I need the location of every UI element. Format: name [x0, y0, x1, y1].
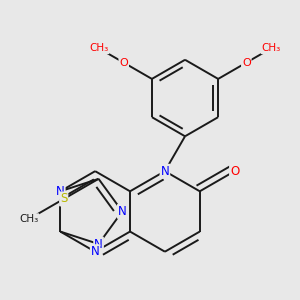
Text: S: S — [60, 193, 68, 206]
Text: CH₃: CH₃ — [262, 43, 281, 53]
Text: N: N — [91, 245, 100, 258]
Text: CH₃: CH₃ — [19, 214, 38, 224]
Text: O: O — [242, 58, 251, 68]
Text: N: N — [160, 165, 169, 178]
Text: O: O — [230, 165, 239, 178]
Text: N: N — [118, 205, 127, 218]
Text: CH₃: CH₃ — [89, 43, 109, 53]
Text: N: N — [56, 185, 65, 198]
Text: N: N — [94, 238, 103, 250]
Text: O: O — [119, 58, 128, 68]
